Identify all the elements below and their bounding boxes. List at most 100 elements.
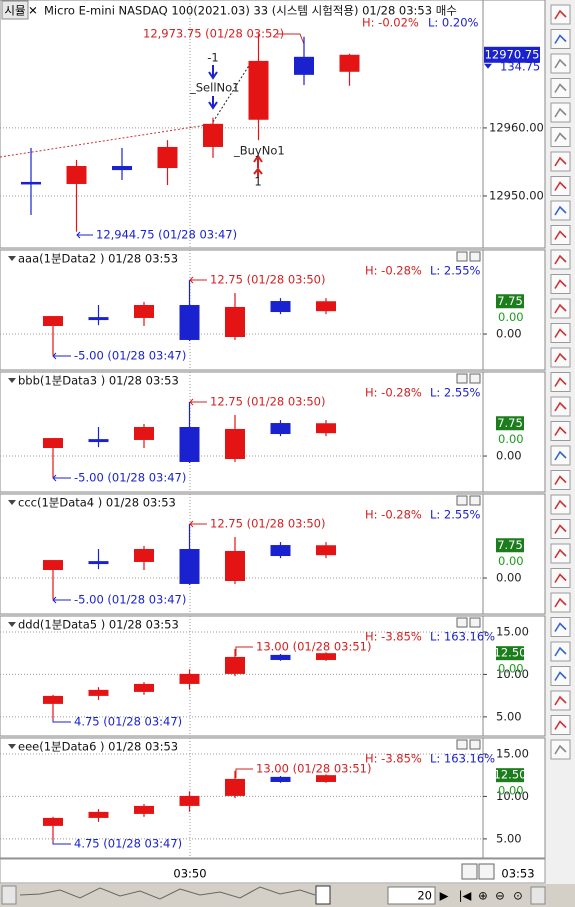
- tool-glyph: [554, 450, 567, 461]
- scroll-thumb[interactable]: [315, 885, 331, 905]
- candle-body: [225, 656, 245, 674]
- high-change: H: -0.28%: [365, 264, 422, 278]
- tool-button[interactable]: [550, 592, 571, 613]
- axis-bg: [482, 249, 546, 371]
- tab-label: 시뮬: [4, 4, 25, 18]
- panel-icon: [456, 739, 468, 750]
- pen-icon[interactable]: [461, 863, 478, 880]
- tool-button[interactable]: [550, 739, 571, 760]
- last-price-box: [484, 46, 540, 63]
- tool-glyph: [554, 156, 567, 167]
- sell-arrow: [208, 65, 218, 110]
- tool-button[interactable]: [550, 372, 571, 392]
- zoom-out[interactable]: ⊖: [495, 889, 505, 903]
- tool-button[interactable]: [550, 666, 571, 686]
- candle-body: [270, 776, 291, 782]
- tool-button[interactable]: [550, 249, 571, 270]
- last-value: 12.50: [494, 768, 527, 782]
- tool-glyph: [554, 205, 567, 216]
- zoom-icon[interactable]: [478, 863, 495, 880]
- candle-body: [270, 545, 291, 557]
- candle-body: [43, 560, 63, 570]
- tool-button[interactable]: [550, 715, 571, 735]
- tool-glyph: [554, 671, 567, 681]
- scroll-value: 20: [417, 889, 432, 903]
- candle-body: [134, 805, 154, 814]
- signal-link: [212, 63, 251, 123]
- tool-button[interactable]: [550, 127, 571, 147]
- candle-body: [294, 56, 314, 75]
- tool-button[interactable]: [550, 568, 571, 588]
- collapse-icon: [8, 378, 16, 383]
- candle-body: [203, 123, 223, 147]
- collapse-icon: [8, 744, 16, 749]
- annotation: 13.00 (01/28 03:51): [256, 762, 372, 776]
- tool-glyph: [554, 646, 567, 657]
- close-icon[interactable]: ✕: [28, 4, 38, 18]
- low-pointer: [52, 596, 71, 604]
- panel-icon: [469, 739, 481, 750]
- tool-button[interactable]: [550, 543, 571, 564]
- candle-body: [43, 438, 63, 448]
- change: 134.75: [500, 59, 540, 73]
- nav-icon[interactable]: ▶: [440, 889, 449, 903]
- tool-glyph: [554, 377, 567, 387]
- candle-body: [316, 653, 336, 660]
- scroll-wave: [19, 886, 316, 900]
- tool-button[interactable]: [550, 4, 571, 25]
- tool-button[interactable]: [550, 494, 571, 515]
- y-tick-label: 0.00: [496, 327, 522, 341]
- tool-button[interactable]: [550, 470, 571, 490]
- panel-bg: [0, 615, 484, 737]
- tool-button[interactable]: [550, 298, 571, 319]
- scroll-left[interactable]: [1, 885, 17, 905]
- candle-body: [179, 673, 200, 684]
- tool-button[interactable]: [550, 445, 571, 466]
- collapse-icon: [8, 622, 16, 627]
- scroll-input[interactable]: [387, 886, 436, 905]
- tool-button[interactable]: [550, 78, 571, 98]
- collapse-icon: [8, 500, 16, 505]
- candle-body: [270, 654, 291, 660]
- tool-button[interactable]: [550, 102, 571, 123]
- tool-button[interactable]: [550, 200, 571, 221]
- tool-button[interactable]: [550, 519, 571, 539]
- tool-button[interactable]: [550, 347, 571, 368]
- tool-button[interactable]: [550, 396, 571, 417]
- tab[interactable]: [1, 0, 29, 20]
- tool-glyph: [554, 132, 567, 142]
- tool-glyph: [554, 744, 567, 755]
- tool-button[interactable]: [550, 421, 571, 441]
- tool-button[interactable]: [550, 53, 571, 74]
- tool-button[interactable]: [550, 225, 571, 245]
- y-tick-label: 0.00: [496, 571, 522, 585]
- tool-button[interactable]: [550, 690, 571, 711]
- axis-bg: [482, 615, 546, 737]
- tool-button[interactable]: [550, 176, 571, 196]
- scrollbar[interactable]: [0, 884, 575, 907]
- zoom-reset[interactable]: ⊙: [513, 889, 523, 903]
- tool-glyph: [554, 303, 567, 314]
- tool-button[interactable]: [550, 617, 571, 637]
- tool-button[interactable]: [550, 323, 571, 343]
- last-value: 7.75: [497, 416, 523, 430]
- y-tick-label: 15.00: [496, 746, 529, 760]
- tool-button[interactable]: [550, 29, 571, 49]
- collapse-icon: [8, 256, 16, 261]
- tool-button[interactable]: [550, 641, 571, 662]
- last-value: 12.50: [494, 646, 527, 660]
- chart-panel: 5.00 10.00 15.00 eee(1분Data6 ) 01/28 03:53 H…: [0, 737, 546, 859]
- chart-panel: 12950.00 12960.00 Micro E-mini NASDAQ 100(…: [0, 0, 546, 249]
- high-pointer: [189, 276, 207, 284]
- candle-body: [43, 316, 63, 326]
- zoom-in[interactable]: ⊕: [478, 889, 488, 903]
- nav-icon[interactable]: |◀: [459, 889, 472, 903]
- tool-button[interactable]: [550, 151, 571, 172]
- y-tick-label: 0.00: [496, 449, 522, 463]
- candle-body: [134, 305, 154, 318]
- candle-body: [225, 428, 245, 459]
- tool-glyph: [554, 9, 567, 20]
- panel-icon: [456, 495, 468, 506]
- tool-button[interactable]: [550, 274, 571, 294]
- scroll-right[interactable]: [530, 886, 546, 905]
